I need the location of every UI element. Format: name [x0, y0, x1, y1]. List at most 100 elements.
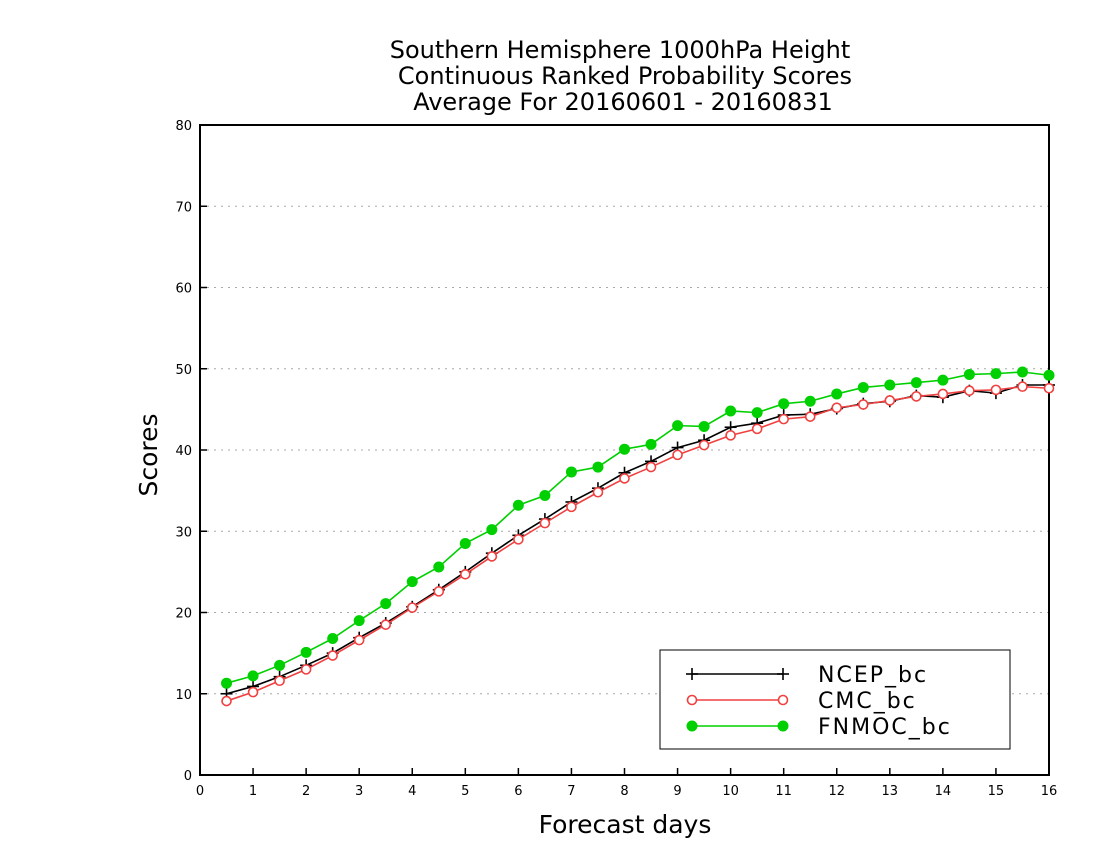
y-tick-label: 40 [175, 444, 192, 459]
data-point-cmc-bc [300, 664, 312, 675]
data-point-fnmoc-bc [857, 381, 869, 393]
x-tick-label: 9 [673, 784, 681, 799]
data-point-cmc-bc [592, 486, 604, 498]
data-point-fnmoc-bc [380, 598, 392, 610]
data-point-cmc-bc [619, 473, 630, 484]
series-line-fnmoc-bc [226, 371, 1050, 684]
x-tick-label: 3 [355, 784, 363, 799]
data-point-fnmoc-bc [963, 368, 975, 380]
x-tick-label: 11 [775, 784, 792, 799]
data-point-fnmoc-bc [831, 388, 843, 400]
data-point-fnmoc-bc [565, 466, 577, 478]
legend-item-cmc-bc: CMC_bc [686, 689, 917, 714]
data-point-cmc-bc [884, 395, 896, 406]
legend-label: NCEP_bc [818, 663, 928, 688]
y-tick-label: 80 [175, 119, 192, 134]
x-tick-label: 7 [567, 784, 575, 799]
y-tick-label: 70 [175, 200, 192, 215]
y-tick-label: 10 [175, 688, 192, 703]
gridlines [200, 205, 1049, 695]
data-point-cmc-bc [486, 551, 498, 562]
legend-marker [686, 668, 698, 680]
data-point-fnmoc-bc [884, 379, 896, 391]
data-point-fnmoc-bc [486, 524, 498, 536]
data-point-fnmoc-bc [247, 670, 259, 682]
legend-marker [686, 694, 698, 706]
data-point-fnmoc-bc [592, 461, 604, 473]
series-line-ncep-bc [226, 384, 1049, 695]
data-point-cmc-bc [539, 517, 551, 529]
legend-label: CMC_bc [818, 689, 917, 714]
data-point-fnmoc-bc [910, 377, 922, 389]
data-point-fnmoc-bc [274, 659, 286, 671]
y-tick-label: 50 [175, 363, 192, 378]
legend-item-ncep-bc: NCEP_bc [686, 663, 928, 688]
data-point-cmc-bc [911, 391, 922, 402]
data-point-fnmoc-bc [990, 368, 1002, 380]
y-tick-label: 60 [175, 282, 192, 297]
data-point-fnmoc-bc [353, 615, 365, 627]
data-point-cmc-bc [433, 586, 445, 597]
data-point-fnmoc-bc [698, 420, 710, 432]
x-tick-label: 4 [408, 784, 416, 799]
data-point-cmc-bc [778, 413, 789, 425]
legend-label: FNMOC_bc [818, 715, 952, 740]
data-point-fnmoc-bc [672, 420, 684, 432]
data-series [220, 366, 1055, 707]
data-point-fnmoc-bc [512, 499, 524, 511]
legend-marker [777, 720, 789, 732]
y-tick-label: 0 [184, 769, 192, 784]
legend-marker [777, 668, 789, 680]
x-tick-label: 5 [461, 784, 469, 799]
data-point-cmc-bc [1017, 381, 1028, 392]
x-tick-label: 1 [249, 784, 257, 799]
x-axis: 0 1 2 3 4 5 6 7 8 9 10 11 12 13 14 15 16 [196, 768, 1057, 799]
data-point-fnmoc-bc [937, 374, 949, 386]
x-tick-label: 0 [196, 784, 204, 799]
x-tick-label: 12 [828, 784, 845, 799]
x-tick-label: 15 [988, 784, 1005, 799]
y-axis-label: Scores [134, 413, 163, 496]
data-point-cmc-bc [566, 501, 577, 513]
data-point-cmc-bc [513, 534, 524, 545]
x-tick-label: 13 [882, 784, 899, 799]
data-point-fnmoc-bc [539, 490, 551, 501]
x-tick-label: 14 [935, 784, 952, 799]
y-tick-label: 20 [175, 607, 192, 622]
data-point-cmc-bc [937, 388, 949, 400]
data-point-fnmoc-bc [725, 405, 737, 417]
data-point-fnmoc-bc [751, 407, 763, 419]
x-tick-label: 10 [722, 784, 739, 799]
legend-marker [777, 694, 789, 706]
data-point-fnmoc-bc [327, 633, 339, 644]
data-point-cmc-bc [964, 385, 975, 396]
data-point-cmc-bc [990, 384, 1002, 396]
data-point-fnmoc-bc [645, 438, 657, 450]
data-point-cmc-bc [831, 402, 843, 414]
data-point-cmc-bc [698, 439, 710, 451]
data-point-fnmoc-bc [1043, 369, 1055, 381]
data-point-cmc-bc [804, 411, 816, 422]
data-point-fnmoc-bc [778, 398, 790, 410]
data-point-fnmoc-bc [459, 537, 471, 549]
chart-title: Southern Hemisphere 1000hPa Height Conti… [390, 36, 852, 116]
series-cmc-bc [221, 381, 1055, 707]
data-point-fnmoc-bc [300, 646, 312, 658]
data-point-cmc-bc [857, 399, 869, 410]
data-point-cmc-bc [645, 461, 657, 473]
chart-title-line-2: Continuous Ranked Probability Scores [398, 62, 852, 90]
data-point-fnmoc-bc [804, 395, 816, 407]
data-point-cmc-bc [406, 602, 418, 613]
x-tick-label: 16 [1041, 784, 1058, 799]
x-tick-label: 2 [302, 784, 310, 799]
data-point-cmc-bc [274, 675, 285, 687]
chart-title-line-3: Average For 20160601 - 20160831 [413, 88, 833, 116]
legend-item-fnmoc-bc: FNMOC_bc [686, 715, 952, 740]
data-point-fnmoc-bc [619, 443, 630, 455]
data-point-cmc-bc [327, 650, 338, 661]
data-point-cmc-bc [751, 423, 763, 435]
data-point-cmc-bc [460, 569, 471, 580]
data-point-cmc-bc [725, 430, 736, 441]
data-point-cmc-bc [353, 634, 365, 646]
